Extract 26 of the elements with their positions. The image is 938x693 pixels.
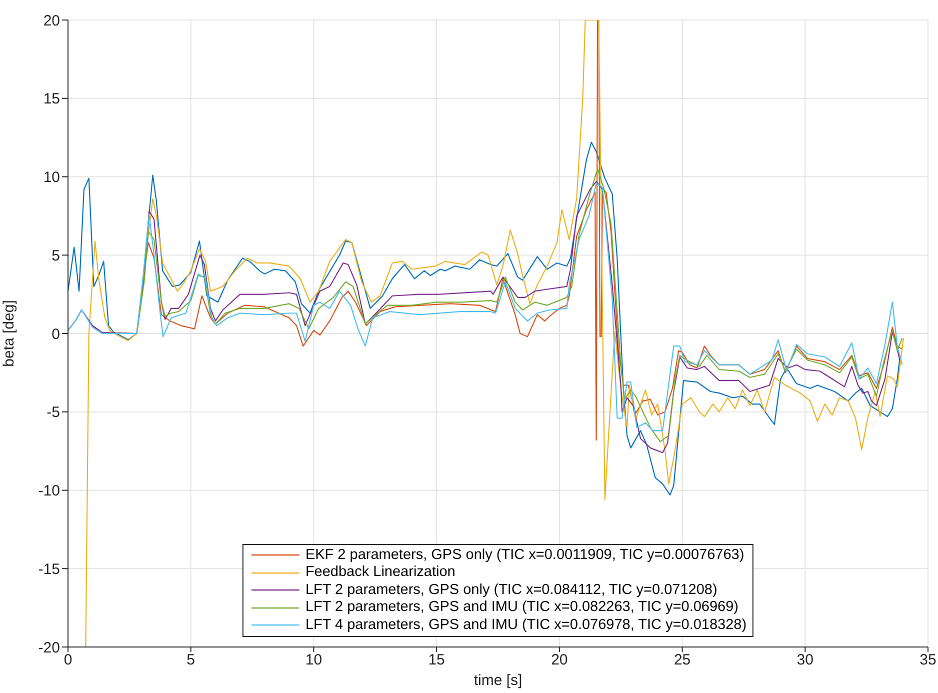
x-tick-label: 25 [674, 652, 691, 669]
x-axis-title: time [s] [474, 672, 522, 689]
x-tick-label: 15 [428, 652, 445, 669]
x-tick-label: 10 [305, 652, 322, 669]
legend-label: LFT 2 parameters, GPS only (TIC x=0.084112, TIC y=0.071208) [305, 582, 718, 599]
y-tick-label: -5 [46, 404, 60, 422]
y-tick-label: -15 [38, 560, 60, 578]
y-axis-title: beta [deg] [0, 300, 18, 367]
line-series [68, 142, 900, 496]
legend-label: LFT 2 parameters, GPS and IMU (TIC x=0.082263, TIC y=0.06969) [305, 599, 738, 616]
y-tick-label: 10 [43, 169, 60, 186]
x-tick-label: 0 [64, 652, 72, 669]
y-tick-label: 15 [43, 90, 60, 108]
x-tick-label: 20 [551, 652, 568, 669]
x-tick-label: 5 [186, 652, 196, 669]
legend-label: Feedback Linearization [305, 564, 456, 582]
x-tick-label: 30 [796, 652, 814, 669]
y-tick-label: -20 [38, 639, 60, 656]
legend-label: EKF 2 parameters, GPS only (TIC x=0.0011909, TIC y=0.00076763) [305, 546, 744, 564]
y-tick-label: 5 [52, 247, 60, 264]
line-series [85, 20, 904, 647]
y-tick-label: -10 [38, 482, 60, 500]
y-tick-label: 20 [43, 12, 60, 30]
x-tick-label: 35 [920, 652, 936, 669]
y-tick-label: 0 [52, 326, 60, 343]
legend-label: LFT 4 parameters, GPS and IMU (TIC x=0.076978, TIC y=0.018328) [305, 616, 747, 634]
